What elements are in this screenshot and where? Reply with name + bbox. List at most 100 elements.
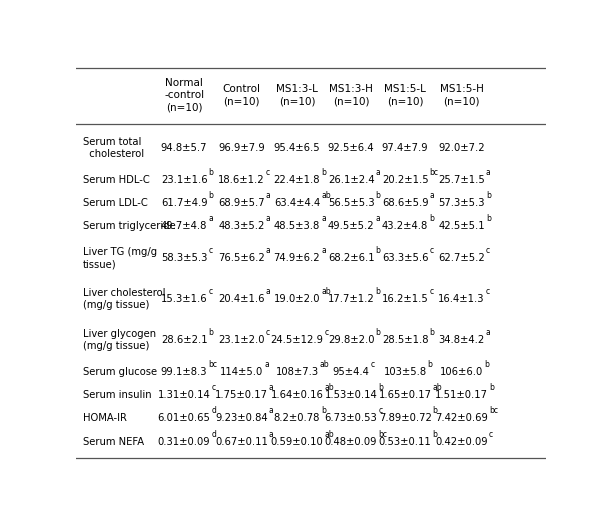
Text: 1.75±0.17: 1.75±0.17 [215,390,268,400]
Text: 0.67±0.11: 0.67±0.11 [215,437,268,447]
Text: b: b [428,360,433,369]
Text: MS1:3-H
(n=10): MS1:3-H (n=10) [329,84,373,107]
Text: b: b [208,328,213,337]
Text: 1.53±0.14: 1.53±0.14 [325,390,378,400]
Text: Serum insulin: Serum insulin [83,390,152,400]
Text: b: b [208,191,213,200]
Text: 94.8±5.7: 94.8±5.7 [161,143,208,153]
Text: 92.0±7.2: 92.0±7.2 [438,143,485,153]
Text: c: c [489,430,493,438]
Text: 1.31±0.14: 1.31±0.14 [158,390,211,400]
Text: Serum triglyceride: Serum triglyceride [83,222,175,231]
Text: a: a [264,360,269,369]
Text: 16.2±1.5: 16.2±1.5 [382,294,429,304]
Text: 0.42±0.09: 0.42±0.09 [435,437,488,447]
Text: a: a [375,214,380,224]
Text: c: c [486,287,490,296]
Text: 42.5±5.1: 42.5±5.1 [438,222,485,231]
Text: 6.73±0.53: 6.73±0.53 [325,413,378,423]
Text: c: c [266,168,270,177]
Text: ab: ab [324,430,334,438]
Text: 6.01±0.65: 6.01±0.65 [158,413,211,423]
Text: 9.23±0.84: 9.23±0.84 [215,413,268,423]
Text: b: b [429,328,434,337]
Text: Liver glycogen
(mg/g tissue): Liver glycogen (mg/g tissue) [83,329,156,351]
Text: Control
(n=10): Control (n=10) [222,84,260,107]
Text: b: b [375,191,380,200]
Text: 99.1±8.3: 99.1±8.3 [161,367,208,377]
Text: ab: ab [433,383,443,392]
Text: 24.5±12.9: 24.5±12.9 [271,335,324,345]
Text: b: b [489,383,494,392]
Text: d: d [211,406,216,415]
Text: b: b [429,214,434,224]
Text: c: c [208,246,212,255]
Text: a: a [266,191,271,200]
Text: ab: ab [319,360,329,369]
Text: ab: ab [324,383,334,392]
Text: Liver TG (mg/g
tissue): Liver TG (mg/g tissue) [83,247,157,270]
Text: a: a [266,287,270,296]
Text: c: c [370,360,375,369]
Text: 68.6±5.9: 68.6±5.9 [382,198,429,208]
Text: a: a [486,168,490,177]
Text: 96.9±7.9: 96.9±7.9 [218,143,265,153]
Text: ab: ab [321,287,331,296]
Text: 68.2±6.1: 68.2±6.1 [328,253,375,264]
Text: c: c [430,287,433,296]
Text: 56.5±5.3: 56.5±5.3 [328,198,375,208]
Text: a: a [266,214,270,224]
Text: 49.7±4.8: 49.7±4.8 [161,222,207,231]
Text: b: b [208,168,213,177]
Text: 26.1±2.4: 26.1±2.4 [328,175,375,185]
Text: 20.2±1.5: 20.2±1.5 [382,175,429,185]
Text: 95±4.4: 95±4.4 [333,367,370,377]
Text: 15.3±1.6: 15.3±1.6 [161,294,208,304]
Text: Serum LDL-C: Serum LDL-C [83,198,148,208]
Text: Serum HDL-C: Serum HDL-C [83,175,150,185]
Text: a: a [269,430,274,438]
Text: 43.2±4.8: 43.2±4.8 [382,222,429,231]
Text: bc: bc [429,168,438,177]
Text: 23.1±2.0: 23.1±2.0 [218,335,265,345]
Text: 68.9±5.7: 68.9±5.7 [218,198,265,208]
Text: b: b [375,287,380,296]
Text: bc: bc [378,430,387,438]
Text: 1.65±0.17: 1.65±0.17 [379,390,432,400]
Text: a: a [486,328,490,337]
Text: c: c [429,246,433,255]
Text: 7.89±0.72: 7.89±0.72 [379,413,432,423]
Text: a: a [321,214,326,224]
Text: HOMA-IR: HOMA-IR [83,413,127,423]
Text: 76.5±6.2: 76.5±6.2 [218,253,265,264]
Text: b: b [433,406,438,415]
Text: ab: ab [321,191,331,200]
Text: 22.4±1.8: 22.4±1.8 [274,175,320,185]
Text: bc: bc [489,406,498,415]
Text: 95.4±6.5: 95.4±6.5 [274,143,320,153]
Text: 58.3±5.3: 58.3±5.3 [161,253,207,264]
Text: 29.8±2.0: 29.8±2.0 [328,335,375,345]
Text: 8.2±0.78: 8.2±0.78 [274,413,320,423]
Text: b: b [486,191,490,200]
Text: bc: bc [208,360,217,369]
Text: c: c [486,246,490,255]
Text: 0.53±0.11: 0.53±0.11 [379,437,432,447]
Text: b: b [486,214,490,224]
Text: MS1:5-L
(n=10): MS1:5-L (n=10) [384,84,426,107]
Text: 108±7.3: 108±7.3 [276,367,319,377]
Text: 92.5±6.4: 92.5±6.4 [328,143,375,153]
Text: 18.6±1.2: 18.6±1.2 [218,175,265,185]
Text: 103±5.8: 103±5.8 [384,367,427,377]
Text: 48.5±3.8: 48.5±3.8 [274,222,320,231]
Text: 49.5±5.2: 49.5±5.2 [328,222,375,231]
Text: d: d [211,430,216,438]
Text: b: b [375,246,380,255]
Text: 57.3±5.3: 57.3±5.3 [438,198,485,208]
Text: 20.4±1.6: 20.4±1.6 [218,294,265,304]
Text: 61.7±4.9: 61.7±4.9 [161,198,208,208]
Text: 63.3±5.6: 63.3±5.6 [382,253,429,264]
Text: b: b [378,383,383,392]
Text: 74.9±6.2: 74.9±6.2 [274,253,320,264]
Text: b: b [433,430,438,438]
